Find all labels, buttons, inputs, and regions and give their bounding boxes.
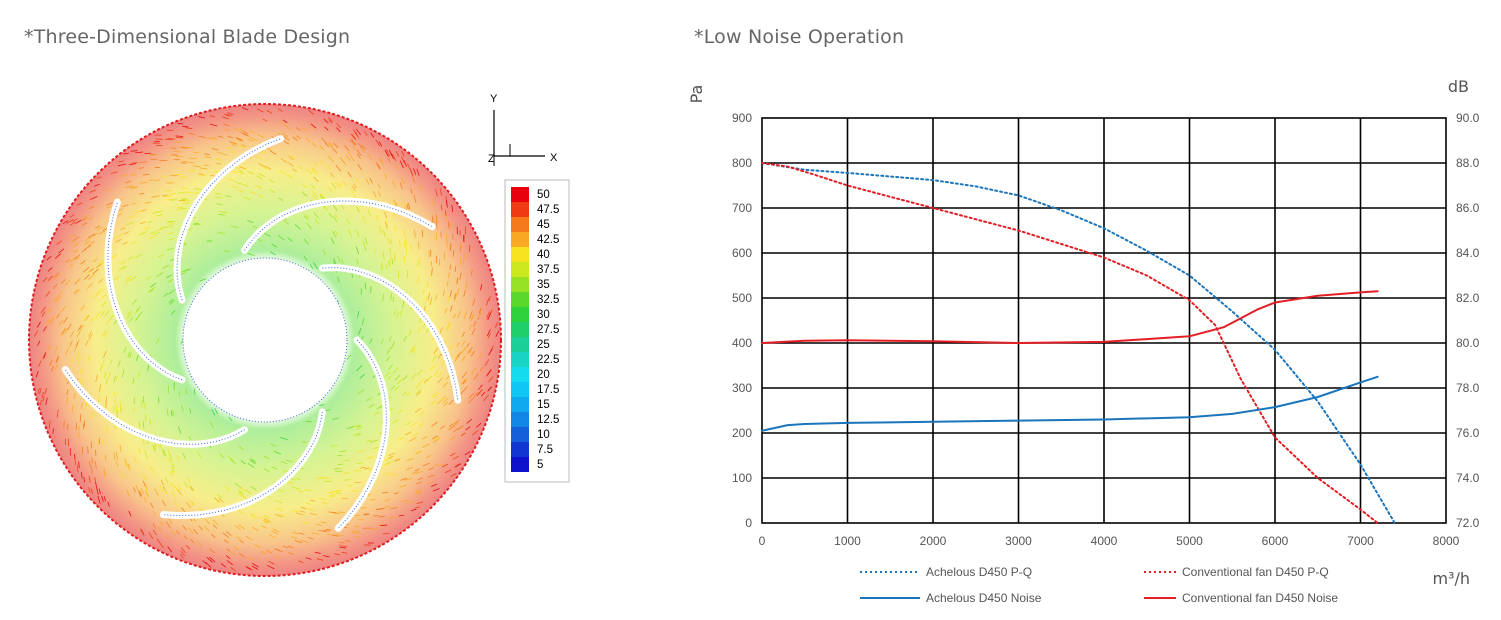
colorbar-label: 35 xyxy=(537,279,550,291)
colorbar-swatch xyxy=(511,277,529,292)
x-axis-label: X xyxy=(550,152,558,164)
colorbar-swatch xyxy=(511,262,529,277)
y-right-tick-labels: 72.0 74.0 76.0 78.0 80.0 82.0 84.0 86.0 88.0 90.0 xyxy=(1456,111,1480,530)
colorbar-swatch xyxy=(511,232,529,247)
colorbar-swatch xyxy=(511,457,529,472)
y-right-tick-label: 86.0 xyxy=(1456,201,1480,215)
colorbar-swatch xyxy=(511,382,529,397)
colorbar-label: 37.5 xyxy=(537,264,559,276)
colorbar-label: 50 xyxy=(537,189,550,201)
colorbar-label: 30 xyxy=(537,309,550,321)
pq-noise-chart: Pa dB m³/h 0 1000 2000 3000 4000 5000 6000 7000… xyxy=(687,77,1480,605)
chart-grid xyxy=(761,117,1447,524)
series-line-3 xyxy=(761,290,1379,344)
colorbar-label: 7.5 xyxy=(537,444,553,456)
y-right-tick-label: 82.0 xyxy=(1456,291,1480,305)
colorbar-swatch xyxy=(511,352,529,367)
y-left-tick-labels: 0 100 200 300 400 500 600 700 800 900 xyxy=(732,111,752,530)
x-tick-label: 3000 xyxy=(1005,534,1032,548)
cfd-velocity-field-figure: Y X Z 50 47.5 45 42.5 40 37.5 35 32.5 30 27.5 25 22… xyxy=(28,93,570,577)
y-right-tick-label: 80.0 xyxy=(1456,336,1480,350)
colorbar-label: 47.5 xyxy=(537,204,559,216)
legend-item-conventional-pq: Conventional fan D450 P-Q xyxy=(1144,565,1329,579)
y-right-tick-label: 76.0 xyxy=(1456,426,1480,440)
y-left-tick-label: 300 xyxy=(732,381,752,395)
colorbar-label: 32.5 xyxy=(537,294,559,306)
colorbar-swatch xyxy=(511,367,529,382)
y-left-tick-label: 500 xyxy=(732,291,752,305)
colorbar-label: 25 xyxy=(537,339,550,351)
y-right-tick-label: 88.0 xyxy=(1456,156,1480,170)
colorbar-swatch xyxy=(511,337,529,352)
y-left-tick-label: 200 xyxy=(732,426,752,440)
z-axis-label: Z xyxy=(488,153,495,165)
legend-item-achelous-pq: Achelous D450 P-Q xyxy=(860,565,1032,579)
y-left-tick-label: 100 xyxy=(732,471,752,485)
y-left-tick-label: 800 xyxy=(732,156,752,170)
y-right-tick-label: 84.0 xyxy=(1456,246,1480,260)
colorbar-legend: 50 47.5 45 42.5 40 37.5 35 32.5 30 27.5 25 22.5 20 17… xyxy=(504,179,570,483)
y-left-axis-label: Pa xyxy=(687,85,706,104)
colorbar-swatch xyxy=(511,442,529,457)
colorbar-label: 12.5 xyxy=(537,414,559,426)
x-tick-label: 5000 xyxy=(1176,534,1203,548)
colorbar-label: 10 xyxy=(537,429,550,441)
colorbar-label: 20 xyxy=(537,369,550,381)
velocity-vector-field xyxy=(28,103,502,577)
series-line-2 xyxy=(761,375,1379,432)
y-left-tick-label: 600 xyxy=(732,246,752,260)
y-right-tick-label: 72.0 xyxy=(1456,516,1480,530)
colorbar-label: 27.5 xyxy=(537,324,559,336)
x-tick-label: 1000 xyxy=(834,534,861,548)
series-line-1 xyxy=(761,162,1379,524)
y-right-tick-label: 78.0 xyxy=(1456,381,1480,395)
colorbar-swatch xyxy=(511,322,529,337)
legend-label: Conventional fan D450 Noise xyxy=(1182,591,1338,605)
x-tick-label: 2000 xyxy=(920,534,947,548)
y-axis-label: Y xyxy=(490,93,498,105)
y-left-tick-label: 400 xyxy=(732,336,752,350)
colorbar-label: 17.5 xyxy=(537,384,559,396)
x-tick-label: 0 xyxy=(759,534,766,548)
y-left-tick-label: 700 xyxy=(732,201,752,215)
legend-item-conventional-noise: Conventional fan D450 Noise xyxy=(1144,591,1338,605)
legend-item-achelous-noise: Achelous D450 Noise xyxy=(860,591,1042,605)
x-tick-label: 7000 xyxy=(1347,534,1374,548)
colorbar-label: 15 xyxy=(537,399,550,411)
colorbar-label: 22.5 xyxy=(537,354,559,366)
y-right-axis-label: dB xyxy=(1448,77,1469,96)
colorbar-swatch xyxy=(511,187,529,202)
series-line-0 xyxy=(761,162,1396,524)
legend-label: Achelous D450 Noise xyxy=(926,591,1042,605)
colorbar-label: 42.5 xyxy=(537,234,559,246)
y-right-tick-label: 74.0 xyxy=(1456,471,1480,485)
colorbar-swatch xyxy=(511,292,529,307)
x-tick-label: 4000 xyxy=(1091,534,1118,548)
x-axis-label: m³/h xyxy=(1432,569,1470,588)
right-panel-heading: *Low Noise Operation xyxy=(694,26,905,48)
coordinate-axes: Y X Z xyxy=(488,93,558,166)
colorbar-swatch xyxy=(511,247,529,262)
colorbar-swatch xyxy=(511,397,529,412)
y-right-tick-label: 90.0 xyxy=(1456,111,1480,125)
chart-series xyxy=(761,162,1396,524)
colorbar-label: 45 xyxy=(537,219,550,231)
legend-label: Conventional fan D450 P-Q xyxy=(1182,565,1329,579)
x-tick-label: 8000 xyxy=(1433,534,1460,548)
x-tick-label: 6000 xyxy=(1262,534,1289,548)
colorbar-swatch xyxy=(511,217,529,232)
colorbar-swatch xyxy=(511,307,529,322)
colorbar-label: 40 xyxy=(537,249,550,261)
y-left-tick-label: 0 xyxy=(745,516,752,530)
colorbar-swatch xyxy=(511,202,529,217)
legend-label: Achelous D450 P-Q xyxy=(926,565,1032,579)
x-tick-labels: 0 1000 2000 3000 4000 5000 6000 7000 8000 xyxy=(759,534,1460,548)
chart-legend: Achelous D450 P-Q Conventional fan D450 … xyxy=(860,565,1338,605)
y-left-tick-label: 900 xyxy=(732,111,752,125)
hub-opening xyxy=(183,258,347,422)
colorbar-swatch xyxy=(511,427,529,442)
colorbar-swatch xyxy=(511,412,529,427)
left-panel-heading: *Three-Dimensional Blade Design xyxy=(24,26,351,48)
colorbar-label: 5 xyxy=(537,459,543,471)
